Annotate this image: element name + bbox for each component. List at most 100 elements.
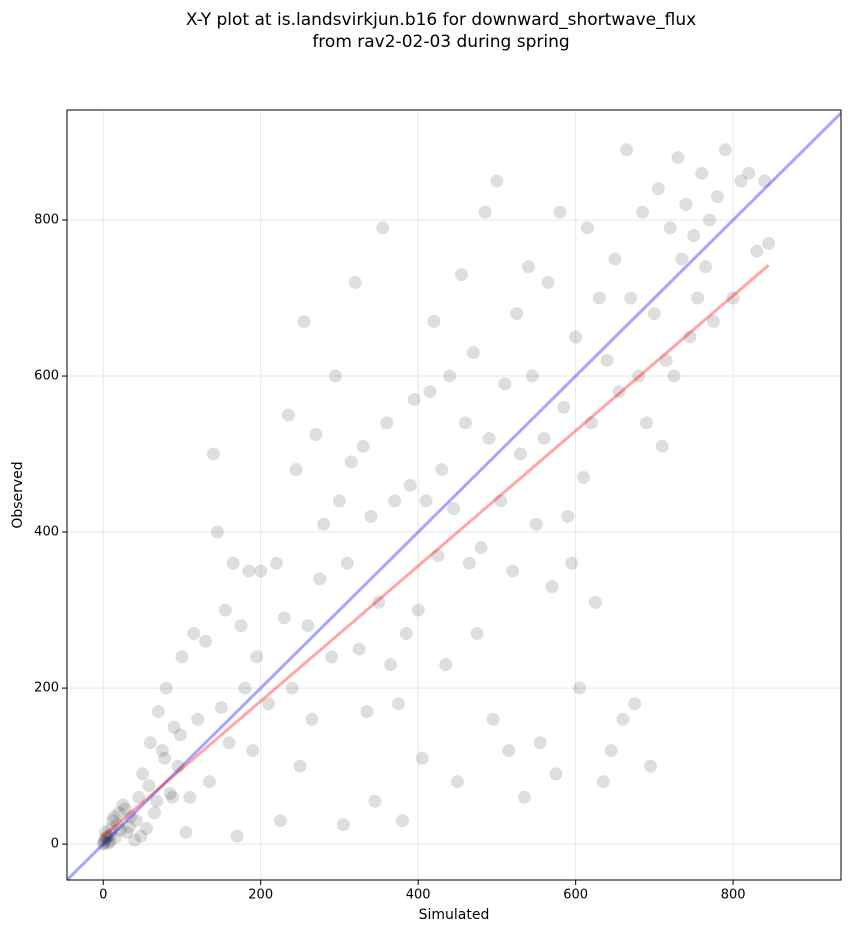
point [352,642,366,656]
point [439,658,453,672]
point [699,260,713,274]
point [647,307,661,321]
point [191,712,205,726]
point [498,377,512,391]
point [112,806,126,820]
point [101,836,115,850]
point [254,564,268,578]
point [687,229,701,243]
point [466,346,480,360]
point [419,494,433,508]
point [328,369,342,383]
point [632,369,646,383]
point [640,416,654,430]
point [596,775,610,789]
point [325,650,339,664]
point [584,416,598,430]
point [561,509,575,523]
point [407,392,421,406]
point [529,517,543,531]
point [199,634,213,648]
point [395,814,409,828]
point [545,580,559,594]
point [695,166,709,180]
point [218,603,232,617]
point [289,463,303,477]
point [187,626,201,640]
point [494,494,508,508]
point [415,751,429,765]
point [344,455,358,469]
point [651,182,665,196]
point [108,831,122,845]
point [262,697,276,711]
point [718,143,732,157]
point [100,829,114,843]
point [478,205,492,219]
point [502,743,516,757]
point [234,619,248,633]
point [140,822,154,836]
point [285,681,299,695]
chart-title: X-Y plot at is.landsvirkjun.b16 for down… [186,10,696,30]
point [214,701,228,715]
point [317,517,331,531]
point [104,822,118,836]
x-axis-label: Simulated [419,907,490,923]
y-tick-label: 200 [34,681,59,696]
point [124,810,138,824]
point [624,291,638,305]
point [99,825,113,839]
point [122,820,136,834]
point [533,736,547,750]
point [549,767,563,781]
point [691,291,705,305]
point [98,833,112,847]
point [277,611,291,625]
point [451,775,465,789]
point [226,556,240,570]
fit-line [102,264,770,838]
point [474,541,488,555]
point [348,275,362,289]
point [163,786,177,800]
point [569,330,583,344]
point [758,174,772,188]
point [742,166,756,180]
point [134,829,148,843]
point [206,447,220,461]
point [521,260,535,274]
point [486,712,500,726]
point [380,416,394,430]
point [612,385,626,399]
point [305,712,319,726]
point [273,814,287,828]
point [470,626,484,640]
point [99,831,113,845]
point [106,814,120,828]
point [364,509,378,523]
point [203,775,217,789]
point [129,814,143,828]
point [166,790,180,804]
point [525,369,539,383]
point [750,244,764,258]
point [482,431,496,445]
point [384,658,398,672]
point [462,556,476,570]
point [663,221,677,235]
point [175,650,189,664]
x-tick-label: 400 [406,888,431,903]
point [573,681,587,695]
point [136,767,150,781]
x-tick-label: 600 [563,888,588,903]
point [616,712,630,726]
point [517,790,531,804]
point [336,818,350,832]
x-tick-label: 200 [248,888,273,903]
point [360,704,374,718]
point [151,704,165,718]
point [173,728,187,742]
point [246,743,260,757]
point [332,494,346,508]
